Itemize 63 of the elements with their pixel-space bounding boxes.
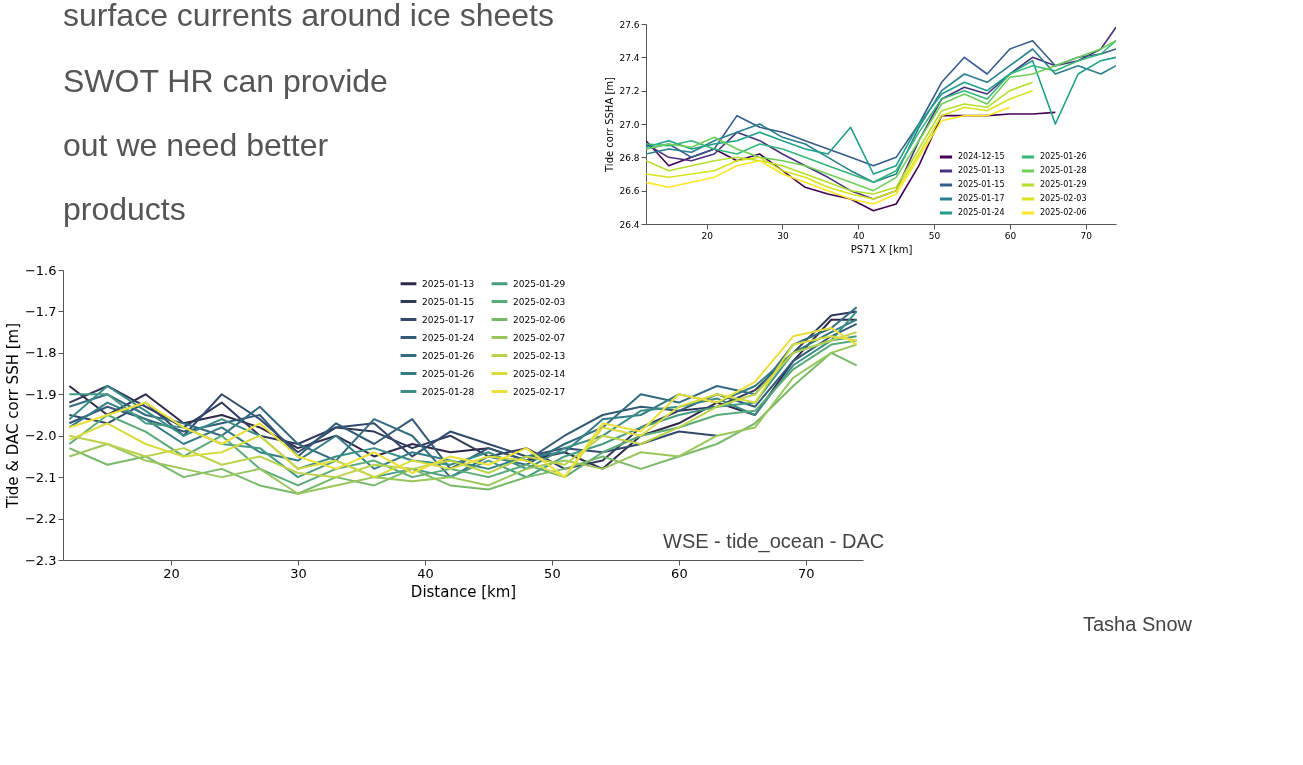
- y-tick-label: 26.6: [619, 186, 640, 197]
- x-tick-label: 30: [290, 565, 307, 581]
- legend-label: 2025-01-26: [422, 368, 475, 379]
- legend-label: 2025-01-29: [513, 278, 566, 289]
- x-tick-label: 20: [701, 230, 714, 241]
- x-axis-title: PS71 X [km]: [850, 243, 913, 255]
- y-tick-label: −1.6: [24, 262, 57, 278]
- y-tick-label: −1.8: [24, 345, 57, 361]
- text: products: [63, 191, 186, 227]
- y-tick-label: 26.8: [619, 152, 640, 163]
- y-tick-label: 27.0: [619, 119, 640, 130]
- text: Tasha Snow: [1083, 613, 1193, 635]
- line-series: [646, 106, 1011, 205]
- legend-label: 2025-01-24: [422, 332, 475, 343]
- y-tick-label: 27.6: [619, 19, 640, 30]
- x-tick-label: 50: [544, 565, 561, 581]
- text: SWOT HR can provide: [63, 63, 388, 99]
- y-tick-label: 26.4: [619, 219, 640, 230]
- legend-label: 2025-01-17: [958, 194, 1005, 203]
- y-tick-label: 27.2: [619, 86, 640, 97]
- legend-label: 2025-01-28: [1040, 166, 1087, 175]
- x-tick-label: 70: [1080, 230, 1093, 241]
- y-tick-label: −2.3: [24, 552, 57, 568]
- x-axis-title: Distance [km]: [410, 582, 517, 601]
- legend-label: 2025-02-06: [1040, 208, 1087, 217]
- y-tick-label: −1.7: [24, 303, 57, 319]
- x-tick-label: 40: [853, 230, 865, 241]
- legend-label: 2025-01-15: [958, 180, 1005, 189]
- x-tick-label: 60: [671, 565, 688, 581]
- x-tick-label: 50: [928, 230, 941, 241]
- legend-label: 2025-01-13: [958, 166, 1005, 175]
- legend-label: 2025-01-26: [1040, 152, 1087, 161]
- y-axis-title: Tide corr SSHA [m]: [604, 76, 616, 173]
- legend-label: 2025-02-07: [513, 332, 566, 343]
- legend-label: 2024-12-15: [958, 152, 1005, 161]
- legend-label: 2025-02-06: [513, 314, 566, 325]
- x-tick-label: 30: [777, 230, 789, 241]
- x-tick-label: 70: [798, 565, 815, 581]
- text: surface currents around ice sheets: [63, 0, 554, 33]
- legend-label: 2025-02-17: [513, 386, 566, 397]
- text: out we need better: [63, 127, 329, 163]
- line-series: [68, 393, 718, 458]
- y-tick-label: −2.1: [24, 469, 57, 485]
- legend-label: 2025-01-24: [958, 208, 1005, 217]
- y-tick-label: −1.9: [24, 386, 57, 402]
- annotation: WSE - tide_ocean - DAC: [663, 530, 885, 553]
- legend-label: 2025-01-28: [422, 386, 475, 397]
- y-tick-label: −2.0: [24, 428, 57, 444]
- legend-label: 2025-01-17: [422, 314, 475, 325]
- y-tick-label: −2.2: [24, 511, 57, 527]
- legend-label: 2025-02-03: [1040, 194, 1087, 203]
- x-tick-label: 20: [163, 565, 180, 581]
- legend-label: 2025-02-03: [513, 296, 566, 307]
- y-axis-title: Tide & DAC corr SSH [m]: [3, 322, 22, 510]
- legend-label: 2025-02-13: [513, 350, 566, 361]
- y-tick-label: 27.4: [619, 52, 640, 63]
- legend-label: 2025-01-15: [422, 296, 475, 307]
- x-tick-label: 40: [417, 565, 434, 581]
- legend-label: 2025-01-13: [422, 278, 475, 289]
- legend-label: 2025-01-29: [1040, 180, 1087, 189]
- legend-label: 2025-02-14: [513, 368, 566, 379]
- x-tick-label: 60: [1004, 230, 1017, 241]
- legend-label: 2025-01-26: [422, 350, 475, 361]
